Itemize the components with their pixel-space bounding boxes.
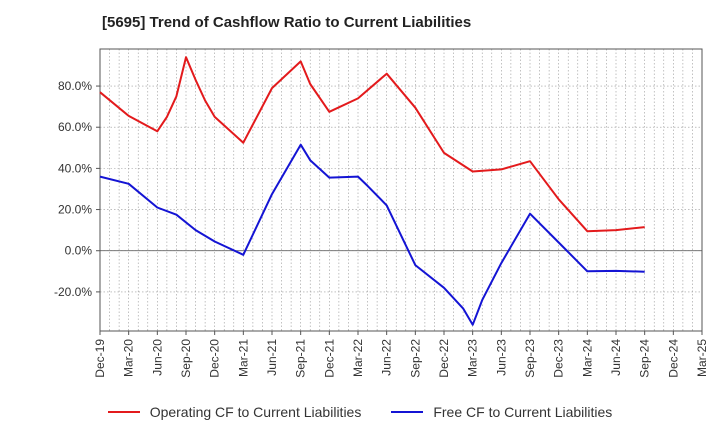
plot-border bbox=[99, 48, 703, 332]
x-tick-label: Jun-24 bbox=[609, 339, 623, 376]
x-tick-label: Mar-24 bbox=[580, 339, 594, 377]
x-tick-label: Mar-25 bbox=[695, 339, 709, 377]
x-tick-label: Mar-22 bbox=[351, 339, 365, 377]
legend-swatch-free-cf bbox=[391, 411, 424, 413]
x-tick-label: Dec-24 bbox=[666, 339, 680, 378]
x-tick-label: Mar-21 bbox=[236, 339, 250, 377]
x-tick-label: Jun-22 bbox=[380, 339, 394, 376]
x-tick-label: Sep-24 bbox=[638, 339, 652, 378]
legend-label-operating-cf: Operating CF to Current Liabilities bbox=[149, 404, 362, 420]
x-tick-label: Dec-23 bbox=[552, 339, 566, 378]
x-tick-label: Jun-21 bbox=[265, 339, 279, 376]
legend-item-free-cf: Free CF to Current Liabilities bbox=[391, 404, 612, 420]
y-tick-label: -20.0% bbox=[54, 285, 92, 299]
chart-title: [5695] Trend of Cashflow Ratio to Curren… bbox=[102, 14, 472, 31]
legend-swatch-operating-cf bbox=[107, 411, 140, 413]
y-tick-label: 60.0% bbox=[58, 120, 92, 134]
y-tick-label: 20.0% bbox=[58, 203, 92, 217]
series-line-0 bbox=[99, 56, 645, 233]
x-tick-label: Jun-20 bbox=[150, 339, 164, 376]
x-tick-label: Dec-20 bbox=[208, 339, 222, 378]
y-tick-label: 80.0% bbox=[58, 79, 92, 93]
x-tick-label: Sep-20 bbox=[179, 339, 193, 378]
y-tick-label: 0.0% bbox=[65, 244, 93, 258]
x-tick-label: Mar-20 bbox=[122, 339, 136, 377]
legend-item-operating-cf: Operating CF to Current Liabilities bbox=[107, 404, 362, 420]
x-tick-label: Sep-23 bbox=[523, 339, 537, 378]
x-tick-label: Mar-23 bbox=[466, 339, 480, 377]
x-tick-label: Dec-22 bbox=[437, 339, 451, 378]
legend: Operating CF to Current Liabilities Free… bbox=[0, 404, 720, 420]
x-tick-label: Dec-19 bbox=[93, 339, 107, 378]
legend-label-free-cf: Free CF to Current Liabilities bbox=[433, 404, 613, 420]
series-line-1 bbox=[99, 143, 645, 326]
y-tick-label: 40.0% bbox=[58, 161, 92, 175]
x-tick-label: Sep-22 bbox=[408, 339, 422, 378]
x-tick-label: Jun-23 bbox=[494, 339, 508, 376]
x-tick-label: Sep-21 bbox=[294, 339, 308, 378]
x-tick-label: Dec-21 bbox=[322, 339, 336, 378]
